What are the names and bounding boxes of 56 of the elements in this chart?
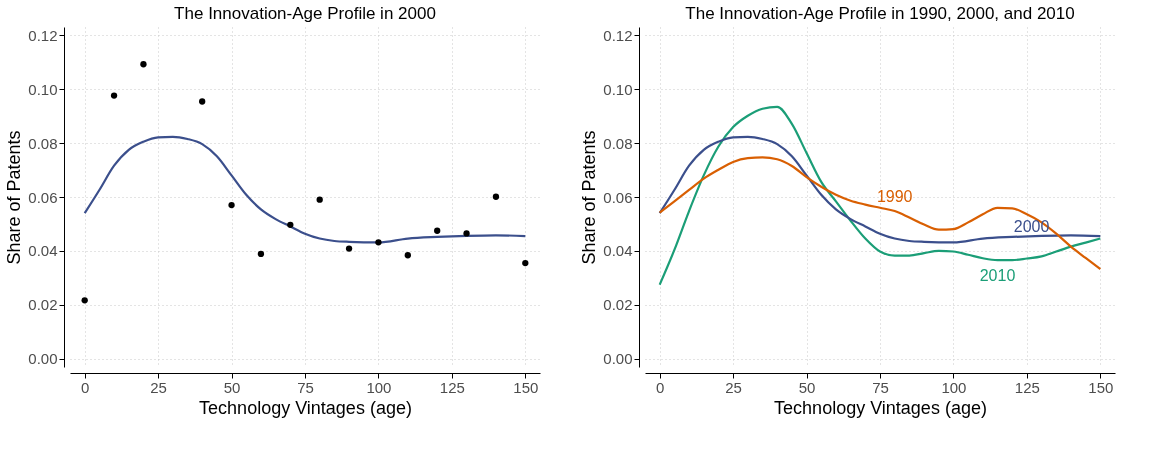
x-tick-label: 75 <box>872 378 889 396</box>
x-tick-label: 100 <box>941 378 967 396</box>
y-tick-label: 0.10 <box>28 80 58 98</box>
x-axis-title: Technology Vintages (age) <box>774 397 987 418</box>
x-tick-label: 0 <box>656 378 665 396</box>
series-label: 1990 <box>876 188 913 206</box>
x-axis-title: Technology Vintages (age) <box>199 397 412 418</box>
line-series <box>658 105 1102 286</box>
point <box>316 196 323 203</box>
line-series <box>658 135 1102 244</box>
x-tick-label: 100 <box>366 378 392 396</box>
x-tick-label: 50 <box>798 378 816 396</box>
point <box>199 98 206 105</box>
y-tick-label: 0.06 <box>28 188 58 206</box>
x-tick-label: 25 <box>150 378 167 396</box>
y-tick-label: 0.00 <box>603 350 633 368</box>
point <box>492 193 500 200</box>
x-tick-label: 50 <box>223 378 241 396</box>
point <box>287 221 294 228</box>
y-tick-label: 0.04 <box>603 242 633 260</box>
x-tick-label: 75 <box>297 378 314 396</box>
x-tick-label: 150 <box>1088 378 1114 396</box>
point <box>228 201 235 209</box>
x-tick-label: 150 <box>513 378 539 396</box>
point <box>257 250 265 258</box>
chart-title: The Innovation-Age Profile in 1990, 2000, and 2010 <box>685 4 1075 23</box>
point <box>110 92 118 99</box>
y-tick-label: 0.10 <box>603 80 633 98</box>
chart-title: The Innovation-Age Profile in 2000 <box>174 4 436 23</box>
y-tick-label: 0.06 <box>603 188 633 206</box>
y-tick-label: 0.02 <box>28 296 58 314</box>
point <box>522 259 529 267</box>
y-tick-label: 0.02 <box>603 296 633 314</box>
point <box>345 245 353 252</box>
y-tick-label: 0.12 <box>28 26 58 44</box>
x-tick-label: 125 <box>439 378 465 396</box>
x-tick-label: 25 <box>725 378 742 396</box>
series-label: 2010 <box>979 267 1016 285</box>
series-label: 2000 <box>1013 217 1050 235</box>
y-axis-title: Share of Patents <box>4 130 25 265</box>
y-axis-title: Share of Patents <box>579 130 600 265</box>
x-tick-label: 125 <box>1014 378 1040 396</box>
point <box>81 297 88 304</box>
point <box>404 252 411 259</box>
x-tick-label: 0 <box>81 378 90 396</box>
y-tick-label: 0.08 <box>603 134 633 152</box>
y-tick-label: 0.08 <box>28 134 58 152</box>
y-tick-label: 0.12 <box>603 26 633 44</box>
point <box>434 227 441 234</box>
point <box>463 230 470 237</box>
y-tick-label: 0.00 <box>28 350 58 368</box>
y-tick-label: 0.04 <box>28 242 58 260</box>
point <box>375 239 382 246</box>
line-series <box>83 135 527 244</box>
point <box>140 61 147 68</box>
line-series <box>658 156 1102 271</box>
